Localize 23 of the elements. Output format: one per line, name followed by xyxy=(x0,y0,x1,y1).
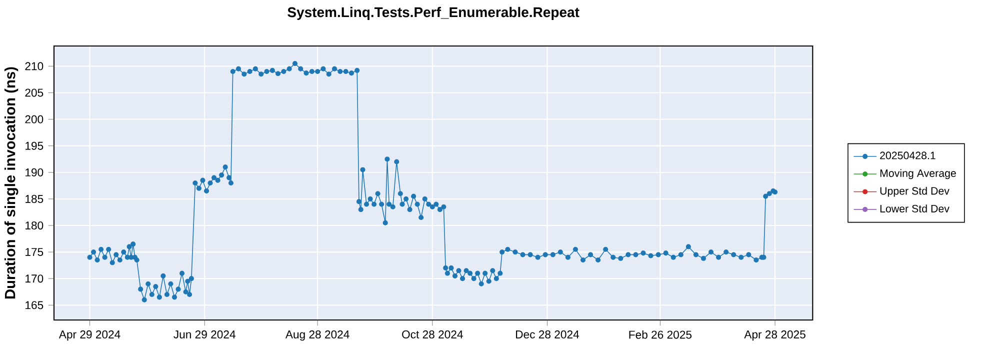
y-tick-label: 170 xyxy=(26,274,44,283)
y-tick-label: 180 xyxy=(26,221,44,230)
legend-label: Lower Std Dev xyxy=(880,204,950,212)
y-tick-label: 210 xyxy=(25,62,44,70)
x-tick-label: Jun 29 2024 xyxy=(174,330,236,338)
y-tick-label: 205 xyxy=(25,88,44,97)
legend-label: Moving Average xyxy=(880,169,956,180)
x-tick-label: Oct 28 2024 xyxy=(402,330,463,338)
legend-label: Upper Std Dev xyxy=(880,186,950,197)
y-axis-title: Duration of single invocation (ns) xyxy=(4,67,18,299)
y-tick-label: 195 xyxy=(26,142,44,150)
x-tick-label: Dec 28 2024 xyxy=(516,330,580,338)
chart-title: System.Linq.Tests.Perf_Enumerable.Repeat xyxy=(288,6,580,20)
y-tick-label: 200 xyxy=(25,115,44,124)
y-tick-label: 190 xyxy=(26,168,44,176)
x-tick-label: Apr 29 2024 xyxy=(58,330,120,341)
x-tick-label: Aug 28 2024 xyxy=(285,330,350,341)
x-tick-label: Apr 28 2025 xyxy=(744,330,806,341)
x-tick-label: Feb 26 2025 xyxy=(629,330,692,339)
y-tick-label: 185 xyxy=(26,194,44,203)
y-tick-label: 175 xyxy=(26,248,44,256)
legend-label: 20250428.1 xyxy=(880,152,936,160)
y-tick-label: 165 xyxy=(26,301,44,310)
